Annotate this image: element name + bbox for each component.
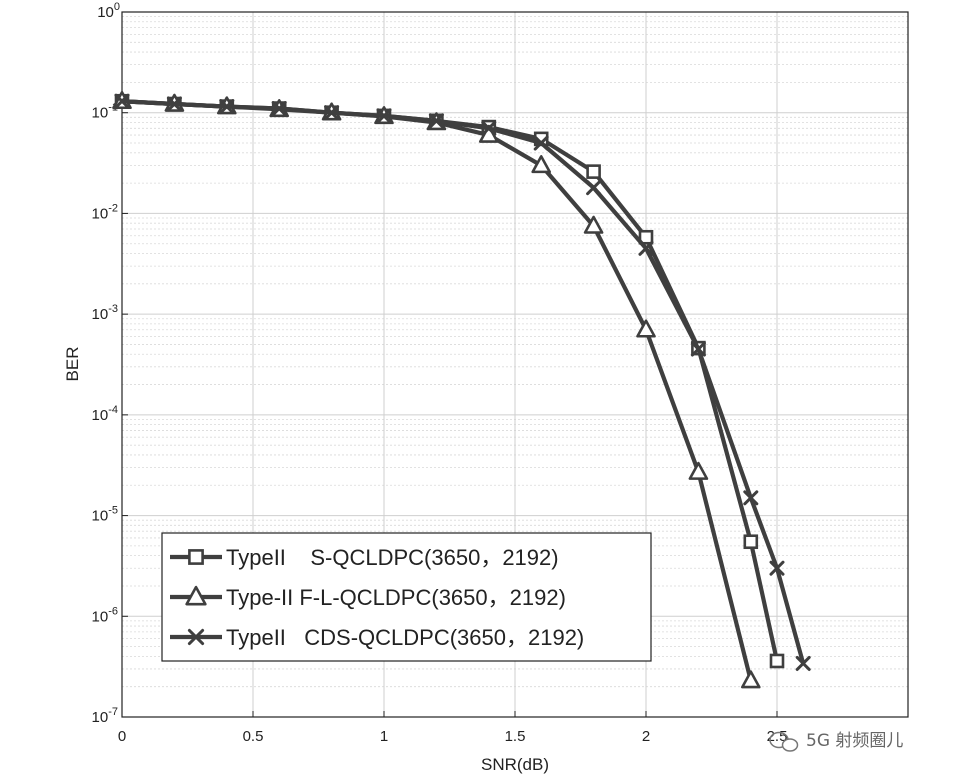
x-marker: [166, 96, 182, 112]
square-marker: [638, 229, 654, 245]
x-marker: [533, 135, 549, 151]
triangle-marker: [583, 215, 604, 234]
data-series: [112, 90, 811, 689]
legend-label: TypeII CDS-QCLDPC(3650，2192): [226, 625, 584, 650]
x-marker: [114, 93, 130, 109]
y-tick-label: 10-5: [92, 505, 118, 525]
x-tick-label: 2: [642, 728, 650, 745]
x-marker: [638, 240, 654, 256]
legend-label: Type-II F-L-QCLDPC(3650，2192): [226, 585, 566, 610]
y-tick-label: 10-3: [92, 303, 118, 323]
triangle-marker: [531, 155, 552, 174]
y-axis-label: BER: [63, 347, 82, 382]
x-marker: [271, 101, 287, 117]
x-marker: [586, 180, 602, 196]
x-marker: [219, 99, 235, 115]
series-x: [114, 93, 811, 671]
triangle-marker: [688, 461, 709, 480]
wechat-icon: [769, 731, 799, 752]
y-tick-label: 10-2: [92, 202, 118, 222]
square-marker: [743, 534, 759, 550]
square-marker: [586, 164, 601, 179]
legend-label: TypeII S-QCLDPC(3650，2192): [226, 545, 559, 570]
legend-entry: TypeII S-QCLDPC(3650，2192): [170, 545, 559, 570]
y-tick-label: 10-6: [92, 605, 118, 625]
x-marker: [428, 113, 444, 129]
legend-box: [161, 532, 652, 662]
y-tick-label: 10-4: [92, 404, 118, 424]
x-tick-label: 0.5: [243, 728, 264, 745]
legend: TypeII S-QCLDPC(3650，2192) Type-II F-L-QC…: [161, 532, 652, 662]
x-marker: [795, 655, 811, 671]
axis-ticks: 00.511.522.510010-110-210-310-410-510-61…: [92, 1, 788, 745]
x-tick-label: 1.5: [505, 728, 526, 745]
x-marker: [743, 490, 759, 506]
x-tick-label: 0: [118, 728, 126, 745]
y-tick-label: 10-7: [92, 706, 118, 726]
square-marker: [188, 549, 204, 565]
y-tick-label: 100: [97, 1, 120, 21]
triangle-marker: [636, 319, 656, 338]
legend-entry: TypeII CDS-QCLDPC(3650，2192): [170, 625, 584, 650]
triangle-marker: [740, 670, 761, 689]
grid: [121, 11, 908, 718]
triangle-marker: [185, 585, 207, 606]
x-marker: [481, 120, 497, 136]
watermark-text: 5G 射频圈儿: [806, 731, 903, 751]
x-marker: [690, 341, 706, 357]
square-marker: [769, 653, 785, 669]
watermark: 5G 射频圈儿: [769, 731, 903, 752]
x-marker: [187, 628, 205, 646]
x-axis-label: SNR(dB): [481, 755, 549, 774]
x-tick-label: 1: [380, 728, 388, 745]
x-marker: [376, 108, 392, 124]
legend-entry: Type-II F-L-QCLDPC(3650，2192): [170, 585, 566, 610]
x-marker: [324, 105, 340, 121]
x-marker: [769, 560, 785, 576]
